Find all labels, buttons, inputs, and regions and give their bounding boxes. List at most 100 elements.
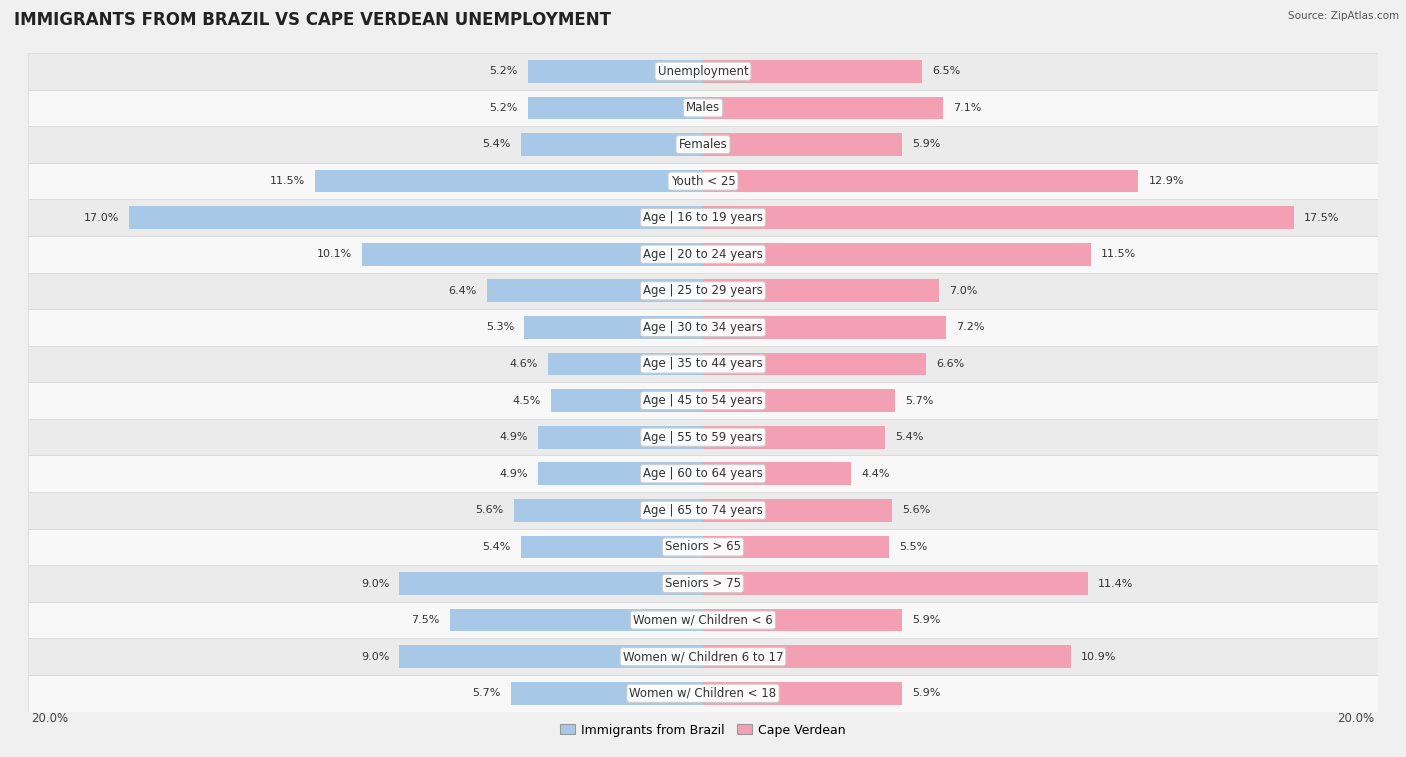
Bar <box>703 60 922 83</box>
Text: 5.4%: 5.4% <box>482 542 510 552</box>
Text: 6.5%: 6.5% <box>932 67 960 76</box>
Bar <box>28 309 1378 346</box>
Text: Age | 65 to 74 years: Age | 65 to 74 years <box>643 504 763 517</box>
Text: Females: Females <box>679 138 727 151</box>
Bar <box>515 499 703 522</box>
Text: Seniors > 75: Seniors > 75 <box>665 577 741 590</box>
Bar <box>450 609 703 631</box>
Text: 9.0%: 9.0% <box>361 652 389 662</box>
Text: Age | 35 to 44 years: Age | 35 to 44 years <box>643 357 763 370</box>
Text: 10.1%: 10.1% <box>316 249 352 259</box>
Bar <box>703 609 903 631</box>
Bar <box>703 243 1091 266</box>
Text: 11.4%: 11.4% <box>1098 578 1133 588</box>
Text: 5.9%: 5.9% <box>912 615 941 625</box>
Bar <box>28 456 1378 492</box>
Text: 20.0%: 20.0% <box>1337 712 1375 725</box>
Bar <box>28 199 1378 236</box>
Text: 7.2%: 7.2% <box>956 322 984 332</box>
Text: Males: Males <box>686 101 720 114</box>
Text: 5.7%: 5.7% <box>905 396 934 406</box>
Bar <box>537 426 703 448</box>
Text: Age | 55 to 59 years: Age | 55 to 59 years <box>643 431 763 444</box>
Text: 11.5%: 11.5% <box>1101 249 1136 259</box>
Text: 5.4%: 5.4% <box>896 432 924 442</box>
Text: 5.3%: 5.3% <box>486 322 515 332</box>
Bar <box>28 346 1378 382</box>
Text: 5.6%: 5.6% <box>903 506 931 516</box>
Bar <box>28 602 1378 638</box>
Text: 17.0%: 17.0% <box>84 213 120 223</box>
Bar <box>703 353 925 375</box>
Bar <box>520 536 703 558</box>
Bar <box>703 536 889 558</box>
Legend: Immigrants from Brazil, Cape Verdean: Immigrants from Brazil, Cape Verdean <box>555 718 851 742</box>
Text: 5.2%: 5.2% <box>489 103 517 113</box>
Bar <box>703 97 942 119</box>
Text: Age | 25 to 29 years: Age | 25 to 29 years <box>643 285 763 298</box>
Text: 5.9%: 5.9% <box>912 139 941 149</box>
Bar <box>28 126 1378 163</box>
Bar <box>28 638 1378 675</box>
Text: 7.5%: 7.5% <box>412 615 440 625</box>
Text: Age | 30 to 34 years: Age | 30 to 34 years <box>643 321 763 334</box>
Text: Age | 45 to 54 years: Age | 45 to 54 years <box>643 394 763 407</box>
Text: IMMIGRANTS FROM BRAZIL VS CAPE VERDEAN UNEMPLOYMENT: IMMIGRANTS FROM BRAZIL VS CAPE VERDEAN U… <box>14 11 612 30</box>
Text: Age | 20 to 24 years: Age | 20 to 24 years <box>643 248 763 260</box>
Text: Seniors > 65: Seniors > 65 <box>665 540 741 553</box>
Bar <box>551 389 703 412</box>
Text: 5.9%: 5.9% <box>912 688 941 698</box>
Text: 4.4%: 4.4% <box>862 469 890 478</box>
Text: 6.4%: 6.4% <box>449 286 477 296</box>
Text: 12.9%: 12.9% <box>1149 176 1184 186</box>
Bar <box>527 60 703 83</box>
Text: 4.9%: 4.9% <box>499 469 527 478</box>
Bar <box>703 682 903 705</box>
Bar <box>703 572 1088 595</box>
Text: 11.5%: 11.5% <box>270 176 305 186</box>
Bar <box>28 419 1378 456</box>
Text: 7.1%: 7.1% <box>953 103 981 113</box>
Bar <box>28 565 1378 602</box>
Text: 17.5%: 17.5% <box>1303 213 1339 223</box>
Text: Youth < 25: Youth < 25 <box>671 175 735 188</box>
Text: 5.2%: 5.2% <box>489 67 517 76</box>
Bar <box>703 279 939 302</box>
Bar <box>28 236 1378 273</box>
Bar <box>703 316 946 338</box>
Text: 4.5%: 4.5% <box>513 396 541 406</box>
Text: Source: ZipAtlas.com: Source: ZipAtlas.com <box>1288 11 1399 21</box>
Bar <box>28 89 1378 126</box>
Bar <box>703 426 886 448</box>
Bar <box>703 389 896 412</box>
Bar <box>28 528 1378 565</box>
Bar <box>520 133 703 156</box>
Bar <box>28 53 1378 89</box>
Bar <box>524 316 703 338</box>
Bar <box>510 682 703 705</box>
Bar <box>28 382 1378 419</box>
Text: Women w/ Children < 6: Women w/ Children < 6 <box>633 614 773 627</box>
Bar <box>703 133 903 156</box>
Text: Women w/ Children 6 to 17: Women w/ Children 6 to 17 <box>623 650 783 663</box>
Text: 7.0%: 7.0% <box>949 286 977 296</box>
Bar <box>28 273 1378 309</box>
Bar <box>315 170 703 192</box>
Bar <box>527 97 703 119</box>
Bar <box>703 207 1294 229</box>
Bar <box>28 163 1378 199</box>
Text: 20.0%: 20.0% <box>31 712 69 725</box>
Bar <box>703 499 891 522</box>
Bar <box>129 207 703 229</box>
Text: 5.6%: 5.6% <box>475 506 503 516</box>
Text: 9.0%: 9.0% <box>361 578 389 588</box>
Bar <box>703 170 1139 192</box>
Bar <box>399 646 703 668</box>
Text: 10.9%: 10.9% <box>1081 652 1116 662</box>
Bar <box>548 353 703 375</box>
Text: 6.6%: 6.6% <box>936 359 965 369</box>
Text: 4.9%: 4.9% <box>499 432 527 442</box>
Bar <box>28 492 1378 528</box>
Text: Unemployment: Unemployment <box>658 65 748 78</box>
Bar <box>399 572 703 595</box>
